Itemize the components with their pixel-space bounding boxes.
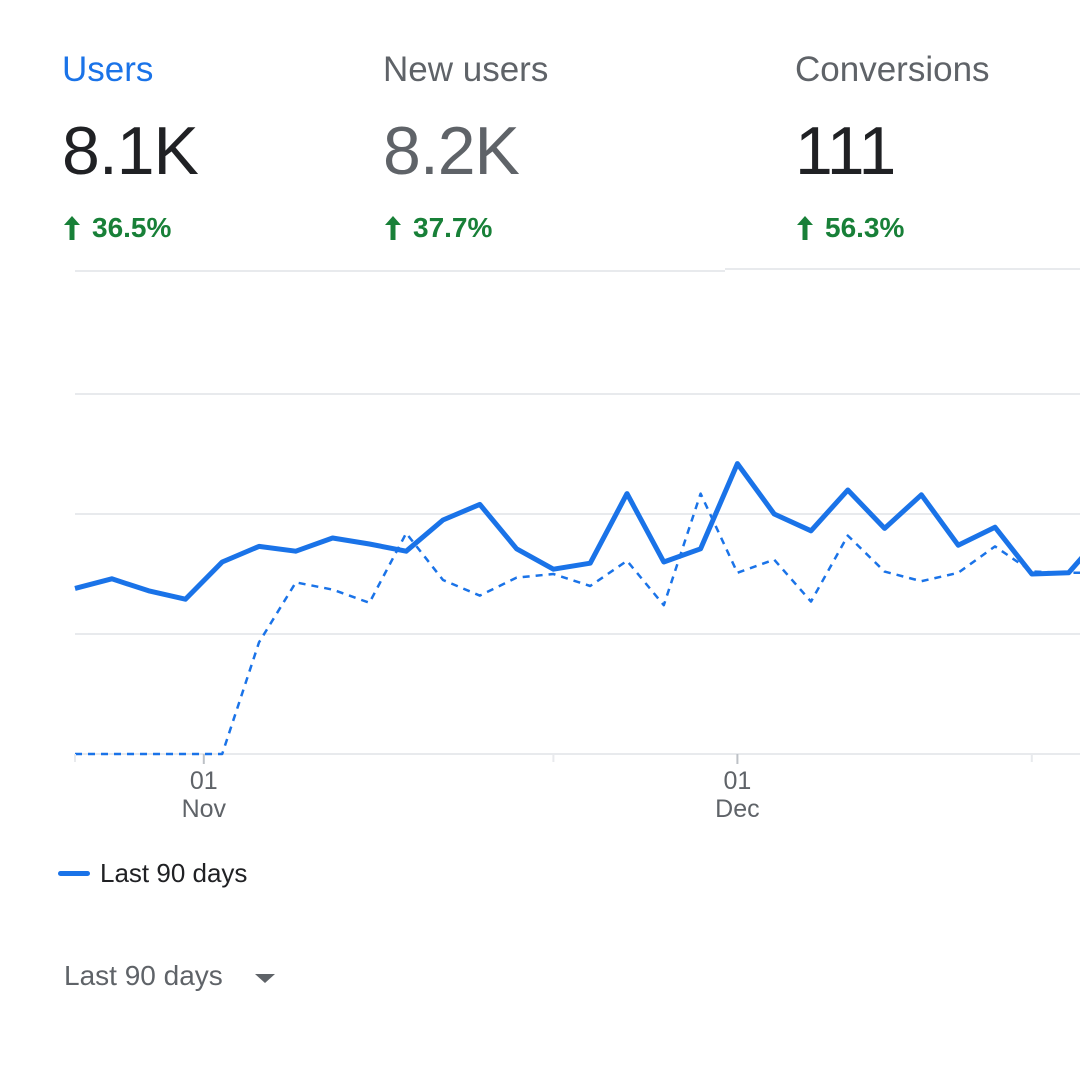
metric-value: 111 — [795, 113, 896, 189]
metric-delta-text: 36.5% — [92, 212, 172, 243]
metric-delta-text: 37.7% — [413, 212, 493, 243]
metric-delta: 37.7% — [383, 212, 492, 244]
tab-divider — [725, 268, 1080, 270]
chart-legend: Last 90 days — [58, 858, 247, 889]
metric-tab-new-users[interactable]: New users 8.2K 37.7% — [383, 0, 713, 260]
x-tick-label-month: Dec — [715, 795, 759, 823]
arrow-up-icon — [385, 216, 401, 240]
x-tick-label-day: 01 — [723, 767, 751, 795]
metric-tab-conversions[interactable]: Conversions 111 56.3% — [795, 0, 1080, 260]
series-line-last-90-days — [74, 461, 1080, 602]
arrow-up-icon — [64, 216, 80, 240]
caret-down-icon — [254, 973, 275, 983]
arrow-up-icon — [797, 216, 813, 240]
legend-swatch — [58, 871, 90, 876]
series-line-comparison — [75, 492, 1080, 756]
tab-divider — [75, 270, 725, 272]
metric-label: Users — [62, 50, 154, 89]
metric-label: New users — [383, 50, 549, 89]
metric-delta: 56.3% — [795, 212, 904, 244]
date-range-label: Last 90 days — [64, 960, 223, 991]
chart-grid — [75, 393, 1080, 755]
metric-delta-text: 56.3% — [825, 212, 905, 243]
date-range-dropdown[interactable]: Last 90 days — [64, 960, 275, 992]
chart-series — [74, 461, 1080, 756]
metric-delta: 36.5% — [62, 212, 171, 244]
metric-label: Conversions — [795, 50, 990, 89]
metric-value: 8.2K — [383, 113, 520, 189]
metric-tab-users[interactable]: Users 8.1K 36.5% — [62, 0, 362, 260]
metric-value: 8.1K — [62, 113, 199, 189]
legend-label: Last 90 days — [100, 858, 248, 888]
x-tick-label-day: 01 — [190, 767, 218, 795]
x-tick-label-month: Nov — [182, 795, 227, 823]
